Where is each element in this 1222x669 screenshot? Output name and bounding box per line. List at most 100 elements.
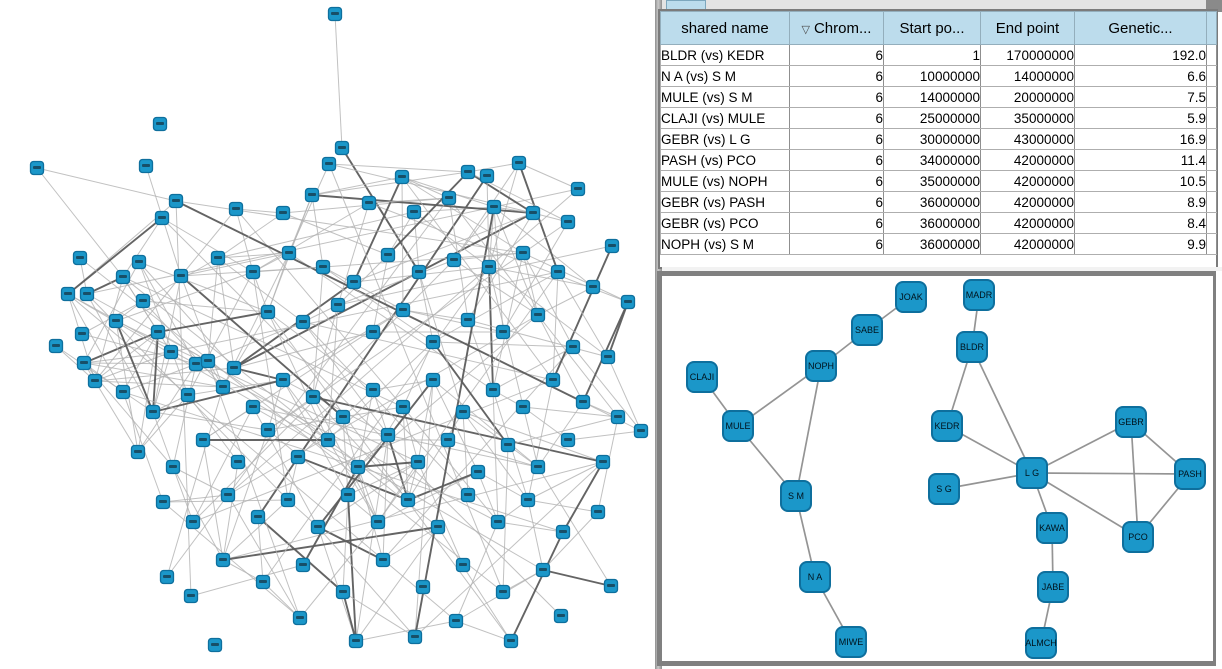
network-edge[interactable] <box>233 367 284 381</box>
network-edge[interactable] <box>488 206 495 268</box>
network-edge[interactable] <box>311 176 403 196</box>
network-edge[interactable] <box>67 293 544 571</box>
table-cell[interactable]: 36000000 <box>883 212 981 234</box>
network-edge[interactable] <box>55 345 154 413</box>
table-cell[interactable] <box>1206 107 1217 129</box>
network-edge[interactable] <box>488 266 594 288</box>
filter-icon[interactable]: ▽ <box>801 23 810 36</box>
network-edge[interactable] <box>493 206 594 288</box>
network-edge[interactable] <box>527 461 604 501</box>
table-cell[interactable]: 10.5 <box>1074 170 1207 192</box>
network-edge[interactable] <box>502 444 509 593</box>
network-edge[interactable] <box>122 217 163 278</box>
network-edge[interactable] <box>138 261 269 313</box>
table-cell[interactable]: 14000000 <box>883 86 981 108</box>
column-header-start-po[interactable]: Start po... <box>883 11 981 45</box>
network-edge[interactable] <box>368 197 450 204</box>
network-edge[interactable] <box>222 461 239 561</box>
network-edge[interactable] <box>453 206 495 261</box>
network-edge[interactable] <box>302 321 469 496</box>
network-edge[interactable] <box>462 411 604 463</box>
network-edge[interactable] <box>462 411 469 496</box>
network-edge[interactable] <box>537 401 584 468</box>
network-edge[interactable] <box>334 13 343 149</box>
network-edge[interactable] <box>152 379 284 413</box>
network-edge[interactable] <box>355 526 439 642</box>
subnetwork-edge-gebr-pco[interactable] <box>1130 421 1139 538</box>
network-edge[interactable] <box>267 379 284 431</box>
network-edge[interactable] <box>288 252 494 391</box>
table-cell[interactable]: 6 <box>789 86 884 108</box>
table-cell[interactable] <box>1206 233 1217 255</box>
network-edge[interactable] <box>432 379 539 468</box>
subnetwork-node-miwe[interactable]: MIWE <box>835 626 867 658</box>
column-header-genetic[interactable]: Genetic... <box>1074 11 1207 45</box>
network-edge[interactable] <box>447 439 539 468</box>
network-edge[interactable] <box>432 379 479 473</box>
network-edge[interactable] <box>387 171 469 256</box>
network-edge[interactable] <box>217 252 290 259</box>
network-edge[interactable] <box>287 456 299 501</box>
network-edge[interactable] <box>161 217 254 273</box>
network-edge[interactable] <box>302 321 554 381</box>
network-edge[interactable] <box>557 271 609 358</box>
network-edge[interactable] <box>142 300 224 388</box>
network-edge[interactable] <box>311 171 469 196</box>
network-edge[interactable] <box>317 526 357 642</box>
column-header-chrom[interactable]: ▽ Chrom... <box>789 11 884 45</box>
network-edge[interactable] <box>507 416 619 446</box>
table-cell[interactable]: 6 <box>789 65 884 87</box>
network-edge[interactable] <box>161 217 562 617</box>
network-edge[interactable] <box>267 429 379 523</box>
table-cell[interactable]: 42000000 <box>980 170 1075 192</box>
network-edge[interactable] <box>347 494 357 642</box>
network-edge[interactable] <box>257 516 264 583</box>
network-edge[interactable] <box>357 461 419 468</box>
network-edge[interactable] <box>342 416 384 561</box>
network-edge[interactable] <box>522 406 619 418</box>
table-cell[interactable] <box>1206 86 1217 108</box>
subnetwork-edge-bldr-l-g[interactable] <box>971 346 1033 474</box>
table-cell[interactable]: 6 <box>789 149 884 171</box>
table-cell[interactable]: MULE (vs) NOPH <box>660 170 790 192</box>
network-edge[interactable] <box>252 406 359 468</box>
network-edge[interactable] <box>477 471 499 523</box>
network-edge[interactable] <box>522 252 574 348</box>
table-cell[interactable]: BLDR (vs) KEDR <box>660 44 790 66</box>
network-edge[interactable] <box>453 259 539 316</box>
table-cell[interactable] <box>1206 191 1217 213</box>
subnetwork-node-gebr[interactable]: GEBR <box>1115 406 1147 438</box>
network-edge[interactable] <box>233 281 355 369</box>
network-edge[interactable] <box>252 406 539 468</box>
subnetwork-node-almch[interactable]: ALMCH <box>1025 627 1057 659</box>
network-edge[interactable] <box>297 456 409 501</box>
network-edge[interactable] <box>357 466 379 523</box>
table-cell[interactable]: 36000000 <box>883 191 981 213</box>
network-edge[interactable] <box>267 416 344 431</box>
network-edge[interactable] <box>337 259 455 306</box>
network-edge[interactable] <box>137 331 159 453</box>
table-cell[interactable]: 8.4 <box>1074 212 1207 234</box>
table-cell[interactable]: 42000000 <box>980 212 1075 234</box>
table-cell[interactable]: 6 <box>789 191 884 213</box>
table-cell[interactable]: 35000000 <box>980 107 1075 129</box>
network-edge[interactable] <box>382 434 389 561</box>
network-edge[interactable] <box>207 257 219 362</box>
table-cell[interactable] <box>1206 44 1217 66</box>
network-edge[interactable] <box>382 346 574 561</box>
network-edge[interactable] <box>217 211 415 259</box>
table-cell[interactable]: 192.0 <box>1074 44 1207 66</box>
subnetwork-edge-l-g-pco[interactable] <box>1031 472 1139 538</box>
table-row[interactable]: N A (vs) S M 6 10000000 14000000 6.6 <box>660 65 1217 87</box>
network-edge[interactable] <box>227 314 539 496</box>
network-edge[interactable] <box>342 591 357 642</box>
network-edge[interactable] <box>467 171 534 214</box>
network-edge[interactable] <box>402 406 409 501</box>
subnetwork-node-joak[interactable]: JOAK <box>895 281 927 313</box>
table-cell[interactable]: 35000000 <box>883 170 981 192</box>
network-edge[interactable] <box>607 301 629 358</box>
subnetwork-node-l-g[interactable]: L G <box>1016 457 1048 489</box>
network-edge[interactable] <box>162 494 229 503</box>
network-edge[interactable] <box>486 175 490 268</box>
subnetwork-node-s-m[interactable]: S M <box>780 480 812 512</box>
